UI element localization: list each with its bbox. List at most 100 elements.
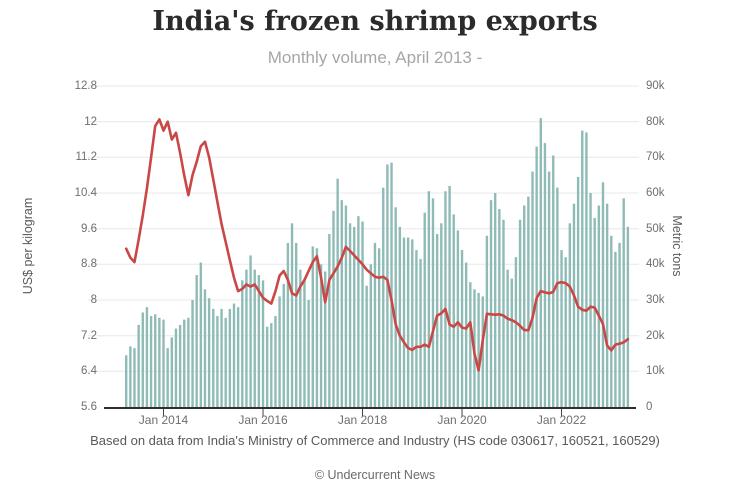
chart-subtitle: Monthly volume, April 2013 -: [267, 48, 483, 67]
volume-bar: [282, 283, 285, 407]
right-axis-title: Metric tons: [670, 215, 684, 277]
volume-bar: [423, 212, 426, 407]
volume-bar: [212, 308, 215, 407]
left-axis-tick-label: 6.4: [81, 365, 97, 378]
right-axis-tick-label: 70k: [646, 151, 665, 164]
volume-bar: [270, 323, 273, 407]
volume-bar: [207, 298, 211, 407]
left-axis-tick-label: 12: [84, 115, 97, 128]
volume-bar: [547, 171, 551, 407]
volume-bar: [348, 223, 352, 407]
volume-bar: [315, 248, 319, 407]
volume-bar: [261, 280, 265, 407]
left-axis-tick-label: 7.2: [81, 329, 97, 342]
volume-bar: [253, 269, 256, 407]
volume-bar: [572, 203, 576, 407]
copyright-credit: © Undercurrent News: [314, 468, 436, 482]
x-axis-label: Jan 2022: [536, 413, 587, 427]
x-axis-label: Jan 2020: [437, 413, 487, 427]
right-axis-tick-label: 20k: [646, 329, 665, 342]
volume-bar: [328, 234, 331, 407]
volume-bar: [141, 312, 144, 407]
left-axis-tick-label: 8.8: [81, 258, 97, 271]
volume-bar: [402, 237, 406, 407]
volume-bar: [556, 187, 559, 407]
volume-bar: [220, 308, 223, 407]
volume-bar: [195, 275, 198, 407]
right-axis-tick-label: 10k: [646, 365, 665, 378]
volume-bar: [626, 226, 630, 407]
volume-bar: [469, 282, 472, 407]
volume-bar: [357, 216, 360, 407]
volume-bar: [502, 219, 505, 407]
volume-bar: [236, 307, 240, 407]
volume-bar: [589, 193, 592, 407]
volume-bar: [585, 132, 588, 407]
volume-bar: [324, 271, 327, 407]
volume-bar: [489, 200, 493, 407]
volume-bar: [440, 223, 443, 407]
volume-bar: [452, 214, 455, 407]
volume-bar: [610, 235, 613, 407]
volume-bar: [531, 171, 534, 407]
volume-bar: [203, 289, 207, 407]
volume-bar: [406, 237, 410, 407]
right-axis-tick-label: 30k: [646, 294, 665, 306]
volume-bar: [311, 246, 314, 407]
volume-bar: [249, 255, 252, 407]
volume-bar: [278, 296, 281, 407]
right-axis-tick-label: 80k: [646, 115, 665, 128]
right-axis-tick-label: 90k: [646, 80, 665, 92]
volume-bar: [187, 317, 190, 407]
volume-bar: [336, 178, 339, 407]
volume-bar: [411, 239, 414, 407]
volume-bar: [568, 223, 572, 407]
volume-bar: [319, 264, 323, 407]
volume-bar: [390, 162, 393, 407]
volume-bar: [191, 300, 194, 407]
volume-bar: [373, 242, 377, 407]
volume-bar: [543, 143, 547, 407]
left-axis-tick-label: 12.8: [74, 80, 97, 92]
volume-bar: [481, 296, 484, 407]
right-axis-tick-label: 0: [646, 401, 653, 413]
volume-bar: [518, 219, 522, 407]
volume-bar: [618, 242, 621, 407]
volume-bar: [125, 355, 128, 407]
x-axis-label: Jan 2014: [138, 413, 189, 427]
volume-bar: [622, 198, 625, 407]
volume-bar: [464, 262, 468, 407]
volume-bar: [361, 221, 364, 407]
volume-bar: [340, 200, 343, 407]
volume-bar: [158, 317, 161, 407]
chart-title: India's frozen shrimp exports: [152, 6, 598, 37]
volume-bar: [290, 223, 294, 407]
volume-bar: [145, 307, 149, 407]
volume-bar: [199, 262, 203, 407]
volume-bar: [564, 257, 567, 407]
volume-bar: [294, 242, 298, 407]
volume-bar: [245, 269, 248, 407]
volume-bar: [539, 118, 542, 407]
volume-bar: [560, 250, 563, 407]
x-axis-label: Jan 2016: [238, 413, 288, 427]
left-axis-tick-label: 9.6: [81, 222, 97, 235]
volume-bar: [431, 198, 435, 407]
volume-bar: [286, 242, 290, 407]
left-axis-tick-label: 8: [90, 294, 97, 306]
x-axis-label: Jan 2018: [337, 413, 388, 427]
volume-bar: [394, 207, 397, 407]
volume-bar: [216, 316, 219, 407]
volume-bar: [601, 182, 605, 407]
volume-bar: [149, 316, 153, 407]
volume-bar: [178, 324, 182, 407]
volume-bar: [228, 308, 232, 407]
volume-bar: [162, 319, 165, 407]
right-axis-tick-label: 60k: [646, 187, 665, 199]
volume-bar: [274, 316, 277, 407]
volume-bar: [456, 230, 460, 407]
volume-bar: [232, 303, 236, 407]
